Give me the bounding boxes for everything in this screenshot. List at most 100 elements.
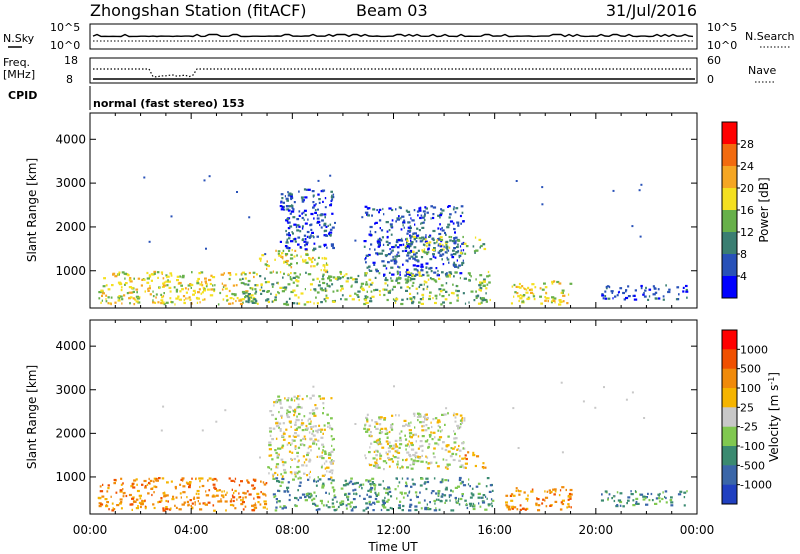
time-axis-label: Time UT [367,540,418,554]
range-cell [452,222,455,225]
range-cell [339,503,343,506]
range-cell [476,455,480,458]
range-cell [337,505,340,509]
range-cell [293,399,296,402]
range-cell [389,248,391,251]
range-cell [351,278,355,281]
range-cell [423,482,426,485]
range-cell [487,503,491,506]
range-cell [383,273,386,276]
colorbar-tick-label: 4 [740,270,747,283]
range-cell [244,496,247,499]
range-cell [305,243,308,246]
range-cell [467,451,470,454]
range-cell [410,448,415,451]
range-cell [140,503,144,506]
range-cell [117,281,121,284]
range-cell [679,490,683,493]
range-cell [381,446,385,449]
range-cell [128,291,132,294]
range-cell [152,503,155,506]
range-cell [199,301,201,304]
range-cell [278,426,280,429]
range-cell [422,243,425,246]
range-cell [273,495,276,499]
range-cell [458,478,462,482]
range-cell [226,491,228,494]
outlier-cell [561,451,564,454]
range-cell [457,266,460,269]
range-cell [404,278,407,281]
range-cell [152,480,155,483]
range-cell [440,303,443,306]
range-cell [479,296,482,300]
range-cell [613,495,615,498]
range-cell [120,507,123,510]
range-cell [396,497,398,500]
range-cell [379,437,381,441]
range-cell [409,249,413,253]
range-cell [634,490,637,493]
range-cell [192,289,196,292]
range-cell [657,493,660,496]
range-cell [390,266,394,269]
range-cell [162,509,166,512]
range-cell [271,283,275,286]
range-cell [354,278,358,281]
range-cell [526,297,530,301]
range-cell [326,284,330,287]
range-cell [398,276,401,279]
range-cell [378,211,380,214]
range-cell [244,277,247,280]
range-cell [330,243,334,246]
range-cell [321,484,325,487]
range-cell [124,283,126,286]
range-cell [263,500,267,503]
range-cell [279,286,282,289]
range-cell [477,482,481,485]
range-cell [633,294,636,297]
range-cell [130,286,134,290]
range-cell [426,274,430,277]
range-cell [261,254,265,257]
range-cell [311,256,314,260]
range-cell [405,481,408,484]
range-cell [545,505,548,508]
range-cell [288,234,291,237]
range-cell [654,502,658,505]
range-cell [454,432,456,436]
range-cell [374,502,376,505]
range-cell [102,285,106,288]
range-cell [146,271,149,275]
range-cell [491,505,493,508]
range-cell [409,463,412,467]
range-cell [516,292,519,295]
range-cell [310,265,312,268]
range-cell [279,205,283,208]
range-cell [411,274,415,277]
range-cell [282,249,285,252]
range-cell [427,507,430,510]
range-cell [290,193,293,196]
range-cell [424,213,426,216]
range-cell [247,298,250,302]
range-cell [419,440,423,443]
range-cell [98,297,101,300]
range-cell [454,236,458,239]
range-cell [438,436,443,439]
range-cell [274,471,277,475]
range-cell [452,283,454,286]
range-cell [278,411,280,414]
range-cell [163,303,166,306]
range-cell [619,287,623,290]
range-cell [316,235,319,238]
range-cell [363,427,366,430]
range-cell [481,297,484,300]
range-cell [313,204,316,207]
range-cell [544,490,546,493]
range-cell [101,495,105,498]
range-cell [413,268,417,271]
range-cell [322,273,325,276]
range-cell [128,286,132,289]
range-cell [266,267,268,270]
